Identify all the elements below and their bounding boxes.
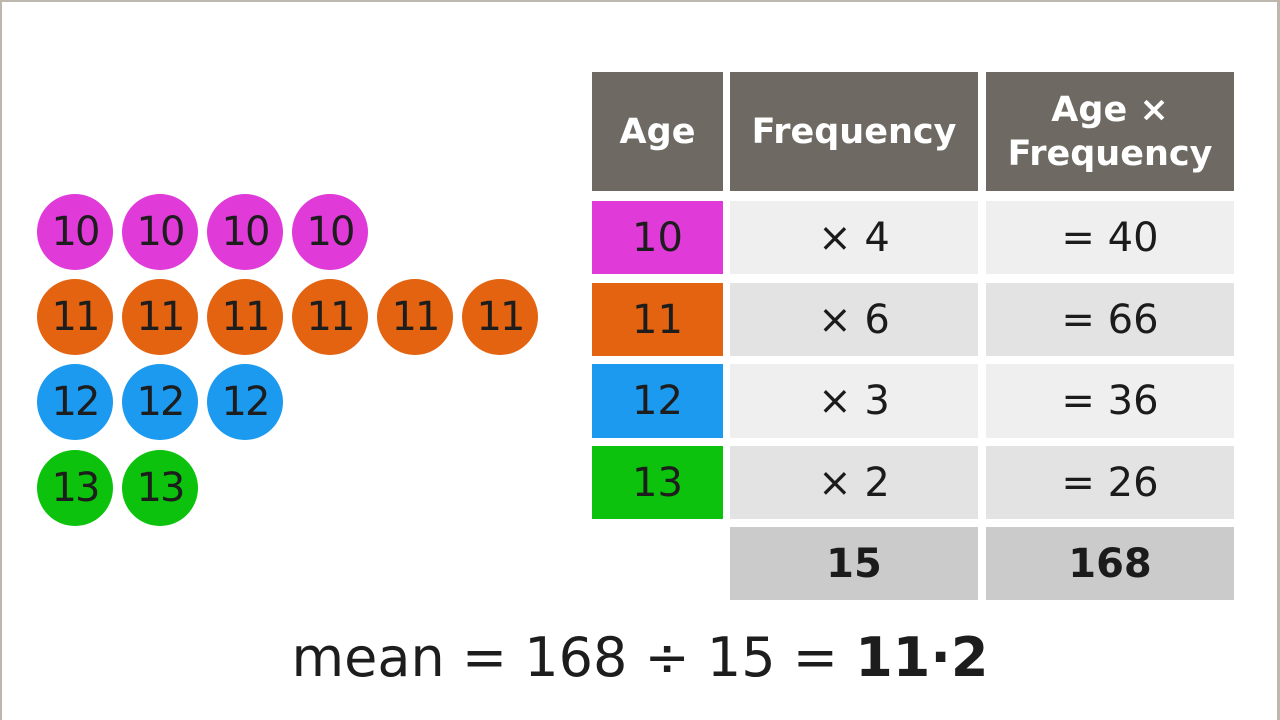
age-dot: 10 xyxy=(292,194,368,270)
age-dot: 10 xyxy=(207,194,283,270)
dots-row-13: 13 13 xyxy=(37,450,198,526)
age-cell-13: 13 xyxy=(592,446,723,519)
age-dot: 11 xyxy=(292,279,368,355)
product-cell: = 66 xyxy=(986,283,1234,356)
formula-expression: mean = 168 ÷ 15 = xyxy=(291,626,856,689)
age-dot: 11 xyxy=(377,279,453,355)
age-dot: 12 xyxy=(207,364,283,440)
age-dot: 13 xyxy=(37,450,113,526)
frequency-cell: × 6 xyxy=(730,283,978,356)
frequency-cell: × 2 xyxy=(730,446,978,519)
age-dot: 10 xyxy=(37,194,113,270)
age-dot: 11 xyxy=(122,279,198,355)
product-cell: = 40 xyxy=(986,201,1234,274)
frequency-cell: × 4 xyxy=(730,201,978,274)
age-cell-11: 11 xyxy=(592,283,723,356)
age-dot: 11 xyxy=(207,279,283,355)
formula-result: 11·2 xyxy=(855,626,989,689)
age-cell-12: 12 xyxy=(592,364,723,438)
header-line-1: Age × xyxy=(1051,89,1169,130)
mean-formula: mean = 168 ÷ 15 = 11·2 xyxy=(0,626,1280,689)
dots-row-12: 12 12 12 xyxy=(37,364,283,440)
age-dot: 10 xyxy=(122,194,198,270)
age-dot: 12 xyxy=(122,364,198,440)
age-cell-10: 10 xyxy=(592,201,723,274)
dots-row-11: 11 11 11 11 11 11 xyxy=(37,279,538,355)
total-frequency: 15 xyxy=(730,527,978,600)
frequency-cell: × 3 xyxy=(730,364,978,438)
age-dot: 13 xyxy=(122,450,198,526)
age-dot: 12 xyxy=(37,364,113,440)
header-frequency: Frequency xyxy=(730,72,978,191)
header-line-2: Frequency xyxy=(1007,133,1213,174)
header-age: Age xyxy=(592,72,723,191)
dots-row-10: 10 10 10 10 xyxy=(37,194,368,270)
product-cell: = 26 xyxy=(986,446,1234,519)
total-product: 168 xyxy=(986,527,1234,600)
age-dot: 11 xyxy=(462,279,538,355)
age-dot: 11 xyxy=(37,279,113,355)
header-age-x-frequency: Age × Frequency xyxy=(986,72,1234,191)
product-cell: = 36 xyxy=(986,364,1234,438)
